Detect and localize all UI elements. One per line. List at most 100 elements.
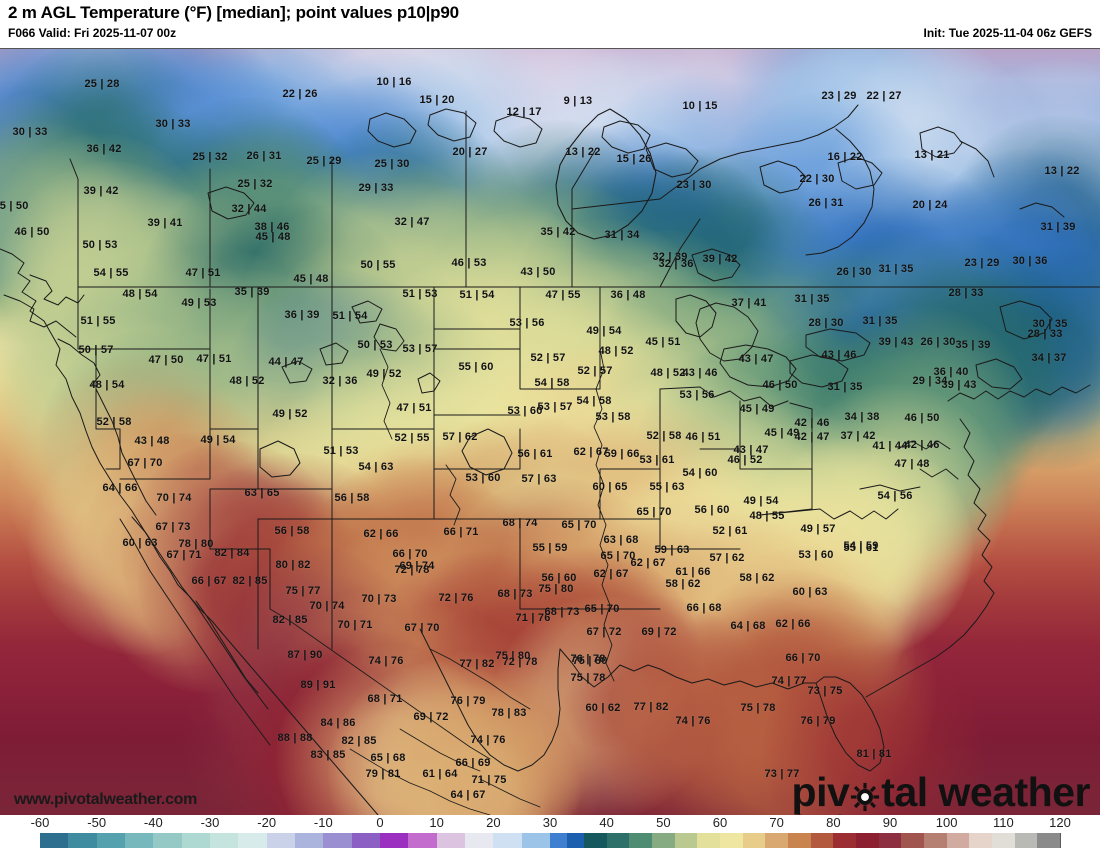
point-value-label: 31 | 39 bbox=[1040, 221, 1076, 233]
colorbar-tick: -20 bbox=[257, 815, 277, 830]
point-value-label: 36 | 40 bbox=[933, 366, 969, 378]
point-value-label: 66 | 70 bbox=[392, 548, 428, 560]
point-value-label: 53 | 60 bbox=[798, 549, 834, 561]
point-value-label: 72 | 76 bbox=[438, 592, 474, 604]
point-value-label: 32 | 39 bbox=[652, 251, 688, 263]
point-value-label: 60 | 65 bbox=[592, 481, 628, 493]
point-value-label: 81 | 81 bbox=[856, 748, 892, 760]
colorbar-tick: 50 bbox=[656, 815, 671, 830]
point-value-label: 32 | 36 bbox=[658, 258, 694, 270]
point-value-label: 49 | 54 bbox=[743, 495, 779, 507]
point-value-label: 53 | 56 bbox=[509, 317, 545, 329]
point-value-label: 46 | 50 bbox=[14, 226, 50, 238]
point-value-label: 65 | 68 bbox=[370, 752, 406, 764]
point-value-label: 64 | 66 bbox=[102, 482, 138, 494]
point-value-label: 25 | 30 bbox=[374, 158, 410, 170]
colorbar-segment bbox=[210, 833, 239, 848]
point-value-label: 56 | 58 bbox=[334, 492, 370, 504]
colorbar-tick: 30 bbox=[542, 815, 558, 830]
point-value-label: 83 | 85 bbox=[310, 749, 346, 761]
colorbar-segment bbox=[742, 833, 766, 848]
colorbar-legend[interactable]: -60 -50 -40 -30 -20 -10 0 10 20 30 40 50 60 70 80 90 100… bbox=[0, 815, 1100, 850]
point-value-label: 62 | 66 bbox=[363, 528, 399, 540]
colorbar-segment bbox=[674, 833, 698, 848]
colorbar-segment bbox=[924, 833, 947, 848]
point-value-label: 26 | 30 bbox=[920, 336, 956, 348]
point-value-label: 43 | 46 bbox=[682, 367, 718, 379]
point-value-label: 50 | 55 bbox=[360, 259, 396, 271]
colorbar-segment bbox=[96, 833, 125, 848]
map-viewport[interactable]: 25 | 28 22 | 26 10 | 16 15 | 20 12 | 17 9 | 1… bbox=[0, 48, 1100, 815]
colorbar-tick: -10 bbox=[313, 815, 333, 830]
point-value-label: 54 | 60 bbox=[682, 467, 718, 479]
colorbar-segment bbox=[765, 833, 788, 848]
point-value-label: 75 | 80 bbox=[572, 655, 608, 667]
point-value-label: 74 | 76 bbox=[368, 655, 404, 667]
point-value-label: 82 | 85 bbox=[232, 575, 268, 587]
point-value-label: 49 | 52 bbox=[366, 368, 402, 380]
point-value-label: 31 | 35 bbox=[878, 263, 914, 275]
sun-gear-icon bbox=[850, 778, 880, 811]
point-value-label: 10 | 16 bbox=[376, 76, 412, 88]
point-value-label: 52 | 57 bbox=[577, 365, 613, 377]
colorbar-segment bbox=[878, 833, 902, 848]
point-value-label: 39 | 43 bbox=[941, 379, 977, 391]
point-value-label: 44 | 47 bbox=[268, 356, 304, 368]
colorbar-tick-labels: -60 -50 -40 -30 -20 -10 0 10 20 30 40 50 60 70 80 90 100… bbox=[0, 815, 1100, 832]
point-value-label: 77 | 82 bbox=[633, 701, 669, 713]
point-value-label: 53 | 57 bbox=[537, 401, 573, 413]
point-value-label: 52 | 57 bbox=[530, 352, 566, 364]
point-value-label: 25 | 32 bbox=[237, 178, 273, 190]
point-value-label: 67 | 70 bbox=[404, 622, 440, 634]
point-value-label: 67 | 72 bbox=[586, 626, 622, 638]
point-value-label: 70 | 74 bbox=[156, 492, 192, 504]
point-value-label: 20 | 27 bbox=[452, 146, 488, 158]
valid-time-label: F066 Valid: Fri 2025-11-07 00z bbox=[8, 26, 177, 40]
point-value-label: 62 | 67 bbox=[630, 557, 666, 569]
point-value-label: 71 | 76 bbox=[515, 612, 551, 624]
point-value-label: 32 | 36 bbox=[322, 375, 358, 387]
colorbar-segment bbox=[238, 833, 267, 848]
point-value-label: 30 | 33 bbox=[12, 126, 48, 138]
map-header: 2 m AGL Temperature (°F) [median]; point… bbox=[0, 0, 1100, 48]
point-value-label: 76 | 78 bbox=[570, 653, 606, 665]
point-value-label: 82 | 84 bbox=[214, 547, 250, 559]
colorbar-tick: 110 bbox=[992, 815, 1014, 830]
point-value-label: 63 | 68 bbox=[603, 534, 639, 546]
point-value-label: 59 | 66 bbox=[604, 448, 640, 460]
colorbar-tick: 120 bbox=[1049, 815, 1071, 830]
point-value-label: 38 | 46 bbox=[254, 221, 290, 233]
point-value-label: 10 | 15 bbox=[682, 100, 718, 112]
point-value-label: 34 | 38 bbox=[844, 411, 880, 423]
colorbar-segment bbox=[323, 833, 352, 848]
point-value-label: 66 | 67 bbox=[191, 575, 227, 587]
point-value-label: 67 | 70 bbox=[127, 457, 163, 469]
point-value-label: 30 | 36 bbox=[1012, 255, 1048, 267]
point-value-label: 12 | 17 bbox=[506, 106, 542, 118]
point-value-label: 36 | 39 bbox=[284, 309, 320, 321]
temperature-field bbox=[0, 49, 1100, 815]
point-value-label: 68 | 73 bbox=[544, 606, 580, 618]
point-value-label: 47 | 48 bbox=[894, 458, 930, 470]
point-value-label: 35 | 42 bbox=[540, 226, 576, 238]
point-value-label: 26 | 31 bbox=[246, 150, 282, 162]
point-value-label: 35 | 39 bbox=[234, 286, 270, 298]
point-value-label: 74 | 76 bbox=[470, 734, 506, 746]
point-value-label: 49 | 57 bbox=[800, 523, 836, 535]
point-value-label: 51 | 53 bbox=[323, 445, 359, 457]
colorbar-segment bbox=[584, 833, 607, 848]
point-value-label: 75 | 80 bbox=[495, 650, 531, 662]
point-value-label: 45 | 48 bbox=[293, 273, 329, 285]
point-value-label: 45 | 49 bbox=[739, 403, 775, 415]
colorbar-segment bbox=[181, 833, 210, 848]
colorbar-tick: -60 bbox=[30, 815, 50, 830]
point-value-label: 74 | 77 bbox=[771, 675, 807, 687]
point-value-label: 31 | 35 bbox=[862, 315, 898, 327]
point-value-label: 62 | 67 bbox=[593, 568, 629, 580]
colorbar-segment bbox=[351, 833, 380, 848]
point-value-label: 31 | 35 bbox=[794, 293, 830, 305]
point-value-label: 65 | 70 bbox=[561, 519, 597, 531]
point-value-label: 69 | 72 bbox=[413, 711, 449, 723]
point-value-label: 9 | 13 bbox=[563, 95, 593, 107]
point-value-label: 53 | 57 bbox=[402, 343, 438, 355]
